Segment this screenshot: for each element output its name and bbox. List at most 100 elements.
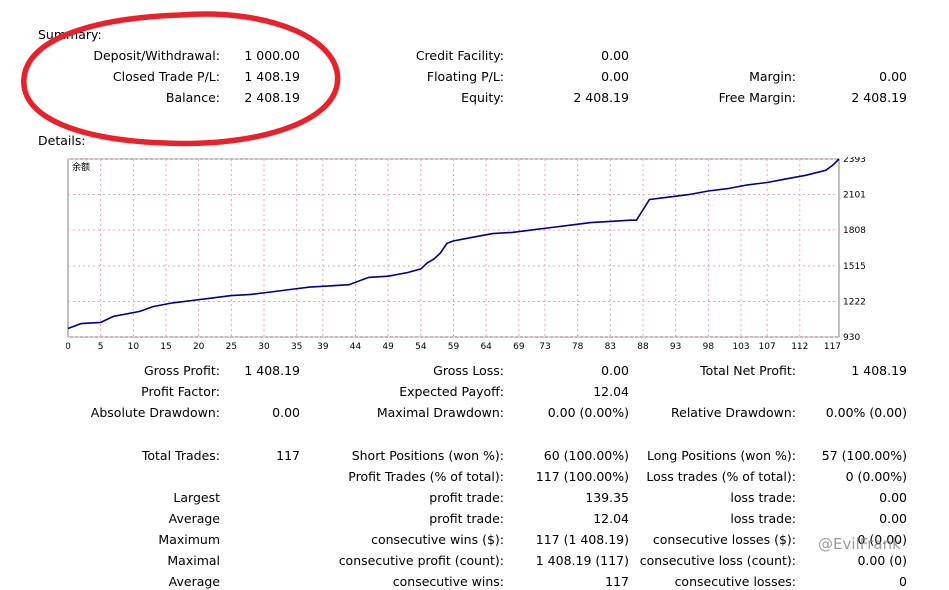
largest-loss-value: 0.00 — [879, 490, 907, 505]
credit-value: 0.00 — [601, 48, 629, 63]
chart-x-tick-label: 44 — [350, 342, 362, 352]
total-trades-value: 117 — [276, 448, 300, 463]
chart-title: 余额 — [72, 161, 90, 173]
margin-value: 0.00 — [879, 69, 907, 84]
chart-x-tick-label: 103 — [732, 342, 749, 352]
max-cons-losses-label: consecutive losses ($): — [652, 532, 796, 547]
loss-trades-label: Loss trades (% of total): — [646, 469, 796, 484]
chart-x-tick-label: 73 — [539, 342, 550, 352]
max-cons-wins-value: 117 (1 408.19) — [535, 532, 629, 547]
loss-trades-value: 0 (0.00%) — [845, 469, 907, 484]
floating-label: Floating P/L: — [426, 69, 504, 84]
chart-y-tick-label: 2393 — [843, 157, 866, 165]
abs-drawdown-value: 0.00 — [272, 405, 300, 420]
expected-payoff-value: 12.04 — [593, 384, 629, 399]
balance-chart-svg: 0 5 10 15 20 25 30 35 39 44 49 54 59 64 69 73 78 83 88 93 98… — [66, 157, 866, 352]
avg-cons-wins-label: consecutive wins: — [392, 574, 504, 589]
gross-loss-label: Gross Loss: — [433, 363, 504, 378]
maximal-profit-value: 1 408.19 (117) — [535, 553, 629, 568]
max-drawdown-value: 0.00 (0.00%) — [547, 405, 629, 420]
free-margin-value: 2 408.19 — [851, 90, 907, 105]
max-cons-wins-label: consecutive wins ($): — [371, 532, 504, 547]
margin-label: Margin: — [749, 69, 796, 84]
abs-drawdown-label: Absolute Drawdown: — [90, 405, 220, 420]
avg-cons-losses-value: 0 — [899, 574, 907, 589]
maximal-label: Maximal — [167, 553, 220, 568]
rel-drawdown-label: Relative Drawdown: — [671, 405, 796, 420]
largest-loss-label: loss trade: — [730, 490, 796, 505]
chart-x-tick-label: 35 — [291, 342, 302, 352]
balance-label: Balance: — [165, 90, 220, 105]
maximum-label: Maximum — [158, 532, 220, 547]
average-loss-value: 0.00 — [879, 511, 907, 526]
max-drawdown-label: Maximal Drawdown: — [376, 405, 504, 420]
profit-factor-label: Profit Factor: — [141, 384, 220, 399]
closed-pl-label: Closed Trade P/L: — [112, 69, 220, 84]
chart-x-tick-label: 49 — [382, 342, 394, 352]
chart-x-tick-label: 54 — [415, 342, 427, 352]
closed-pl-value: 1 408.19 — [244, 69, 300, 84]
total-net-label: Total Net Profit: — [700, 363, 796, 378]
chart-y-tick-label: 2101 — [843, 191, 866, 201]
chart-x-tick-label: 59 — [448, 342, 460, 352]
chart-x-tick-label: 25 — [226, 342, 237, 352]
rel-drawdown-value: 0.00% (0.00) — [825, 405, 907, 420]
average-profit-label: profit trade: — [429, 511, 504, 526]
chart-x-tick-label: 15 — [160, 342, 171, 352]
avg-cons-wins-value: 117 — [605, 574, 629, 589]
highlight-ellipse — [21, 11, 341, 147]
balance-value: 2 408.19 — [244, 90, 300, 105]
equity-value: 2 408.19 — [573, 90, 629, 105]
total-net-value: 1 408.19 — [851, 363, 907, 378]
balance-chart: 0 5 10 15 20 25 30 35 39 44 49 54 59 64 69 73 78 83 88 93 98… — [66, 157, 881, 353]
gross-profit-value: 1 408.19 — [244, 363, 300, 378]
chart-y-tick-label: 1515 — [843, 262, 866, 272]
chart-x-tick-label: 10 — [128, 342, 140, 352]
largest-label: Largest — [173, 490, 220, 505]
gross-loss-value: 0.00 — [601, 363, 629, 378]
maximal-loss-label: consecutive loss (count): — [639, 553, 796, 568]
long-positions-label: Long Positions (won %): — [647, 448, 796, 463]
chart-x-tick-label: 83 — [605, 342, 616, 352]
credit-label: Credit Facility: — [415, 48, 504, 63]
profit-trades-value: 117 (100.00%) — [535, 469, 629, 484]
total-trades-label: Total Trades: — [141, 448, 220, 463]
average-label: Average — [168, 511, 220, 526]
maximal-loss-value: 0.00 (0) — [857, 553, 907, 568]
chart-x-tick-label: 69 — [513, 342, 525, 352]
largest-profit-value: 139.35 — [585, 490, 629, 505]
chart-x-tick-label: 78 — [572, 342, 584, 352]
maximal-profit-label: consecutive profit (count): — [338, 553, 504, 568]
chart-x-tick-label: 112 — [791, 342, 808, 352]
highlight-annotation — [21, 11, 341, 147]
chart-x-tick-label: 98 — [703, 342, 715, 352]
chart-x-tick-label: 0 — [66, 342, 71, 352]
chart-x-tick-label: 117 — [824, 342, 841, 352]
profit-trades-label: Profit Trades (% of total): — [348, 469, 504, 484]
chart-x-tick-label: 5 — [98, 342, 104, 352]
largest-profit-label: profit trade: — [429, 490, 504, 505]
deposit-value: 1 000.00 — [244, 48, 300, 63]
average-profit-value: 12.04 — [593, 511, 629, 526]
free-margin-label: Free Margin: — [718, 90, 796, 105]
short-positions-label: Short Positions (won %): — [351, 448, 504, 463]
chart-x-tick-label: 64 — [480, 342, 492, 352]
max-cons-losses-value: 0 (0.00) — [857, 532, 907, 547]
chart-x-tick-label: 20 — [193, 342, 205, 352]
floating-value: 0.00 — [601, 69, 629, 84]
gross-profit-label: Gross Profit: — [143, 363, 220, 378]
expected-payoff-label: Expected Payoff: — [399, 384, 504, 399]
equity-label: Equity: — [461, 90, 504, 105]
average-loss-label: loss trade: — [730, 511, 796, 526]
chart-x-tick-label: 88 — [637, 342, 649, 352]
long-positions-value: 57 (100.00%) — [821, 448, 907, 463]
avg-cons-losses-label: consecutive losses: — [674, 574, 796, 589]
chart-x-tick-label: 93 — [670, 342, 681, 352]
deposit-label: Deposit/Withdrawal: — [93, 48, 220, 63]
chart-plot-area — [67, 158, 840, 338]
balance-series-line — [67, 158, 840, 330]
average2-label: Average — [168, 574, 220, 589]
chart-x-tick-label: 107 — [759, 342, 776, 352]
chart-y-tick-label: 1808 — [843, 226, 866, 236]
short-positions-value: 60 (100.00%) — [543, 448, 629, 463]
